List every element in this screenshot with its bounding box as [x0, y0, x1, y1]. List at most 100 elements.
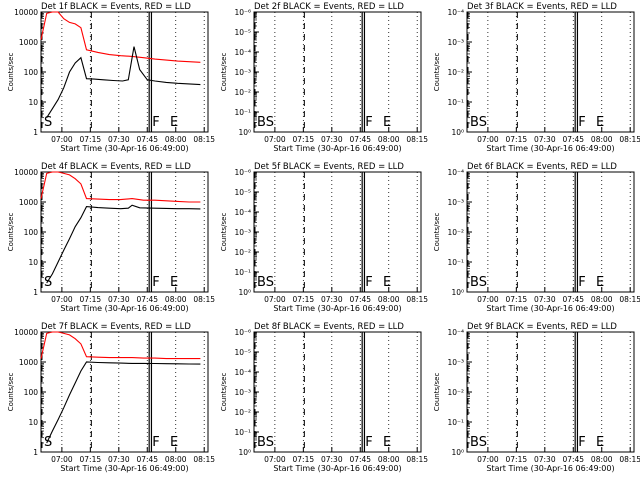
panel-8f-ytick-label: 10⁻³: [234, 388, 251, 397]
panel-1f-marker-f: F: [152, 115, 159, 130]
panel-9f-title: Det 9f BLACK = Events, RED = LLD: [467, 322, 617, 332]
panel-4f-marker-f: F: [152, 275, 159, 290]
panel-9f-frame: [466, 331, 635, 453]
panel-7f-marker-f: F: [152, 435, 159, 450]
panel-4f-ytick-label: 10: [28, 258, 38, 267]
panel-7f-ytick-label: 100: [24, 388, 39, 397]
panel-7f-ytick-label: 10000: [14, 328, 38, 337]
panel-5f-xtick-label: 07:00: [264, 295, 286, 304]
panel-3f-ylabel: Counts/sec: [433, 53, 441, 92]
panel-2f-ytick-label: 10⁻⁴: [234, 48, 251, 57]
panel-5f-ytick-label: 10⁻⁶: [234, 168, 251, 177]
panel-4f-series-events: [46, 204, 201, 284]
panel-2f: Det 2f BLACK = Events, RED = LLD 10⁰ 10⁻¹ 1…: [220, 2, 428, 153]
panel-2f-marker-e: E: [383, 115, 391, 130]
panel-8f-xtick-label: 07:00: [264, 455, 286, 464]
panel-9f-marker-f: F: [578, 435, 585, 450]
panel-2f-xlabel: Start Time (30-Apr-16 06:49:00): [273, 144, 401, 153]
panel-1f-xtick-label: 08:00: [165, 135, 187, 144]
panel-6f-xlabel: Start Time (30-Apr-16 06:49:00): [486, 304, 614, 313]
panel-8f-ytick-label: 10⁻¹: [234, 428, 251, 437]
panel-5f-xtick-label: 07:45: [349, 295, 371, 304]
panel-3f-marker-s: BS: [470, 115, 487, 130]
panel-7f-series-lld: [40, 331, 201, 360]
panel-2f-marker-s: BS: [257, 115, 274, 130]
panel-6f-xtick-label: 07:00: [477, 295, 499, 304]
panel-4f-series-lld: [40, 171, 201, 203]
panel-1f-xtick-label: 07:30: [108, 135, 130, 144]
panel-4f-xtick-label: 08:15: [193, 295, 215, 304]
panel-6f-ytick-label: 10⁻⁴: [447, 168, 464, 177]
panel-3f: Det 3f BLACK = Events, RED = LLD 10⁰ 10⁻¹ 1…: [433, 2, 640, 153]
panel-3f-ytick-label: 10⁻⁴: [447, 8, 464, 17]
panel-8f-xtick-label: 07:45: [349, 455, 371, 464]
panel-3f-ytick-label: 10⁻³: [447, 38, 464, 47]
panel-4f-ytick-label: 1000: [19, 198, 38, 207]
panel-9f-marker-s: BS: [470, 435, 487, 450]
panel-9f-xtick-label: 07:45: [562, 455, 584, 464]
panel-5f-marker-f: F: [365, 275, 372, 290]
panel-6f-xtick-label: 08:00: [591, 295, 613, 304]
panel-8f-frame: [253, 331, 422, 453]
panel-5f-frame: [253, 171, 422, 293]
panel-5f-xlabel: Start Time (30-Apr-16 06:49:00): [273, 304, 401, 313]
panel-7f-marker-s: S: [44, 435, 52, 450]
panel-8f-title: Det 8f BLACK = Events, RED = LLD: [254, 322, 404, 332]
panel-5f-marker-e: E: [383, 275, 391, 290]
panel-6f: Det 6f BLACK = Events, RED = LLD 10⁰ 10⁻¹ 1…: [433, 162, 640, 313]
panel-7f-xlabel: Start Time (30-Apr-16 06:49:00): [60, 464, 188, 473]
panel-2f-ytick-label: 10⁻¹: [234, 108, 251, 117]
panel-2f-ytick-label: 10⁰: [238, 128, 251, 137]
panel-6f-xtick-label: 08:15: [619, 295, 640, 304]
panel-8f-ytick-label: 10⁻⁵: [234, 348, 251, 357]
panel-7f-title: Det 7f BLACK = Events, RED = LLD: [41, 322, 191, 332]
panel-4f-title: Det 4f BLACK = Events, RED = LLD: [41, 162, 191, 172]
panel-7f-marker-e: E: [170, 435, 178, 450]
panel-4f-xtick-label: 08:00: [165, 295, 187, 304]
panel-5f-ytick-label: 10⁻⁵: [234, 188, 251, 197]
panel-6f-marker-f: F: [578, 275, 585, 290]
panel-4f: Det 4f BLACK = Events, RED = LLD 1 10 100 10…: [7, 162, 215, 313]
panel-8f-ylabel: Counts/sec: [220, 373, 228, 412]
panel-2f-ytick-label: 10⁻³: [234, 68, 251, 77]
panel-8f-ytick-label: 10⁻²: [234, 408, 251, 417]
panel-4f-marker-s: S: [44, 275, 52, 290]
panel-1f-series-lld: [40, 11, 201, 63]
panel-7f-xtick-label: 08:00: [165, 455, 187, 464]
panel-6f-marker-e: E: [596, 275, 604, 290]
panel-1f-ytick-label: 10000: [14, 8, 38, 17]
panel-5f-xtick-label: 07:30: [321, 295, 343, 304]
panel-8f-marker-s: BS: [257, 435, 274, 450]
panel-7f-xtick-label: 07:45: [136, 455, 158, 464]
panel-3f-title: Det 3f BLACK = Events, RED = LLD: [467, 2, 617, 12]
panel-1f: Det 1f BLACK = Events, RED = LLD 1 10 100 10…: [7, 2, 215, 153]
panel-5f-xtick-label: 08:00: [378, 295, 400, 304]
panel-5f-ytick-label: 10⁻³: [234, 228, 251, 237]
panel-2f-xtick-label: 07:00: [264, 135, 286, 144]
panel-3f-xtick-label: 07:00: [477, 135, 499, 144]
panel-6f-xtick-label: 07:30: [534, 295, 556, 304]
panel-3f-xtick-label: 07:15: [506, 135, 528, 144]
panel-6f-ytick-label: 10⁰: [451, 288, 464, 297]
panel-5f-xtick-label: 07:15: [293, 295, 315, 304]
panel-5f-xtick-label: 08:15: [406, 295, 428, 304]
panel-9f-xtick-label: 07:15: [506, 455, 528, 464]
panel-3f-frame: [466, 11, 635, 133]
panel-1f-xtick-label: 07:00: [51, 135, 73, 144]
panel-7f-ylabel: Counts/sec: [7, 373, 15, 412]
panel-1f-title: Det 1f BLACK = Events, RED = LLD: [41, 2, 191, 12]
panel-8f-ytick-label: 10⁻⁴: [234, 368, 251, 377]
panel-2f-xtick-label: 07:15: [293, 135, 315, 144]
panel-4f-ytick-label: 1: [33, 288, 38, 297]
panel-6f-xtick-label: 07:15: [506, 295, 528, 304]
panel-5f-ytick-label: 10⁻⁴: [234, 208, 251, 217]
panel-6f-ytick-label: 10⁻²: [447, 228, 464, 237]
panel-3f-ytick-label: 10⁰: [451, 128, 464, 137]
panel-7f-ytick-label: 1: [33, 448, 38, 457]
panel-4f-ytick-label: 10000: [14, 168, 38, 177]
panel-2f-marker-f: F: [365, 115, 372, 130]
panel-9f-marker-e: E: [596, 435, 604, 450]
panel-5f-ytick-label: 10⁻²: [234, 248, 251, 257]
panel-8f-xtick-label: 08:00: [378, 455, 400, 464]
